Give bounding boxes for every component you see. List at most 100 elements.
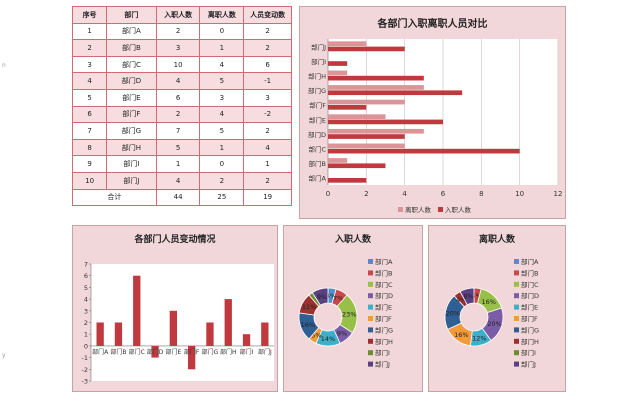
table-cell[interactable]: 部门D	[106, 72, 157, 90]
table-cell[interactable]: 部门E	[106, 88, 157, 107]
table-cell[interactable]: 2	[243, 171, 292, 190]
y-tick-label: 4	[84, 296, 88, 304]
table-cell[interactable]: 3	[199, 88, 245, 107]
legend-swatch	[514, 259, 519, 264]
table-cell[interactable]: 4	[199, 55, 245, 74]
table-cell[interactable]: 5	[71, 88, 108, 107]
table-cell[interactable]: 7	[155, 122, 201, 140]
table-cell[interactable]: 9	[71, 155, 108, 173]
table-cell[interactable]: 1	[243, 155, 292, 173]
table-row: 7 部门G 7 5 2	[71, 122, 292, 140]
slice-label: 20%	[446, 309, 460, 317]
legend-label: 入职人数	[445, 205, 472, 214]
table-cell[interactable]: 3	[71, 55, 108, 74]
legend-label: 部门F	[521, 314, 538, 323]
table-cell[interactable]: 4	[243, 138, 292, 157]
table-row: 5 部门E 6 3 3	[71, 88, 292, 107]
table-cell[interactable]: 8	[71, 138, 108, 157]
legend-label: 部门C	[375, 280, 393, 289]
table-cell[interactable]: 10	[155, 55, 201, 74]
table-cell[interactable]: 2	[243, 22, 292, 41]
legend-label: 部门A	[375, 257, 393, 266]
table-cell[interactable]: 1	[199, 39, 245, 57]
table-cell[interactable]: 2	[243, 39, 292, 57]
hire-donut-panel: 入职人数 4% 7% 23% 9% 14% 5% 16% 11% 9% 部门A 部门B 部门C 部门D 部…	[283, 225, 423, 392]
table-cell[interactable]: 2	[243, 122, 292, 140]
table-cell[interactable]: 部门B	[106, 39, 157, 57]
table-cell[interactable]: 3	[155, 39, 201, 57]
table-cell[interactable]: 1	[71, 22, 108, 41]
table-cell[interactable]: 10	[71, 171, 108, 190]
total-cell[interactable]: 19	[243, 188, 292, 207]
legend-label: 部门D	[521, 291, 539, 300]
bar-leave	[328, 99, 405, 105]
y-tick-label: 0	[84, 342, 88, 350]
table-cell[interactable]: 5	[199, 122, 245, 140]
table-cell[interactable]: 1	[199, 138, 245, 157]
slice-label: 20%	[487, 320, 501, 328]
table-cell[interactable]: 2	[155, 22, 201, 41]
legend-swatch	[514, 281, 519, 287]
bar-leave	[328, 41, 367, 46]
table-row: 10 部门J 4 2 2	[71, 171, 292, 190]
bar	[96, 322, 104, 346]
table-cell[interactable]: 4	[199, 105, 245, 124]
bar-hire	[328, 46, 405, 52]
total-cell[interactable]: 25	[199, 188, 245, 207]
table-cell[interactable]: 2	[71, 39, 108, 57]
table-cell[interactable]: 部门A	[106, 22, 157, 41]
bar	[114, 322, 123, 346]
table-cell[interactable]: 3	[243, 88, 292, 107]
y-tick-label: 5	[84, 284, 88, 292]
table-cell[interactable]: -1	[243, 72, 292, 90]
table-cell[interactable]: 部门J	[106, 171, 157, 190]
x-tick-label: 10	[515, 190, 524, 198]
table-cell[interactable]: 部门I	[106, 155, 157, 173]
legend-swatch	[368, 259, 373, 264]
legend-swatch	[514, 270, 519, 276]
slice-label: 16%	[454, 331, 468, 339]
legend-label: 部门E	[521, 303, 538, 312]
x-tick-label: 部门H	[220, 348, 237, 356]
table-cell[interactable]: 5	[155, 138, 201, 157]
table-cell[interactable]: 6	[71, 105, 108, 124]
table-cell[interactable]: 5	[199, 72, 245, 90]
legend-swatch	[368, 281, 373, 287]
table-cell[interactable]: 2	[155, 105, 201, 124]
hbar-chart-panel: 各部门入职离职人员对比 0 2 4 6 8 10 12 部门A 部门B 部门C 部门D 部门E 部门F 部…	[299, 6, 566, 219]
table-cell[interactable]: 部门C	[106, 55, 157, 74]
bar	[169, 310, 178, 346]
bar	[133, 275, 141, 346]
total-label[interactable]: 合计	[72, 188, 157, 207]
table-cell[interactable]: 1	[155, 155, 201, 173]
x-tick-label: 部门E	[165, 348, 181, 356]
table-cell[interactable]: 6	[243, 55, 292, 74]
legend-swatch	[514, 350, 519, 356]
legend-label: 部门I	[375, 348, 390, 357]
table-cell[interactable]: 0	[199, 155, 245, 173]
legend-label: 部门B	[375, 268, 392, 277]
table-cell[interactable]: 0	[199, 22, 245, 41]
bar	[261, 322, 269, 346]
bar-hire	[328, 134, 405, 139]
table-cell[interactable]: 4	[155, 171, 201, 190]
slice-label: 8%	[463, 293, 473, 301]
table-cell[interactable]: 4	[155, 72, 201, 90]
table-cell[interactable]: 部门H	[106, 138, 157, 157]
table-cell[interactable]: 部门G	[106, 122, 157, 140]
table-cell[interactable]: -2	[243, 105, 292, 124]
hbar-chart: 0 2 4 6 8 10 12 部门A 部门B 部门C 部门D 部门E 部门F 部门G 部门H 部门I 部门J 离…	[308, 39, 562, 214]
legend-label: 部门H	[375, 337, 393, 346]
x-tick-label: 部门C	[129, 348, 145, 356]
table-cell[interactable]: 部门F	[106, 105, 157, 124]
total-cell[interactable]: 44	[155, 188, 201, 207]
table-cell[interactable]: 7	[71, 122, 108, 140]
y-tick-label: 部门G	[308, 86, 326, 95]
legend-label: 部门H	[521, 337, 539, 346]
legend-swatch	[514, 361, 519, 367]
table-cell[interactable]: 6	[155, 88, 201, 107]
x-tick-label: 部门J	[258, 348, 272, 356]
table-cell[interactable]: 2	[199, 171, 245, 190]
y-tick-label: 3	[84, 307, 88, 315]
table-cell[interactable]: 4	[71, 72, 108, 90]
